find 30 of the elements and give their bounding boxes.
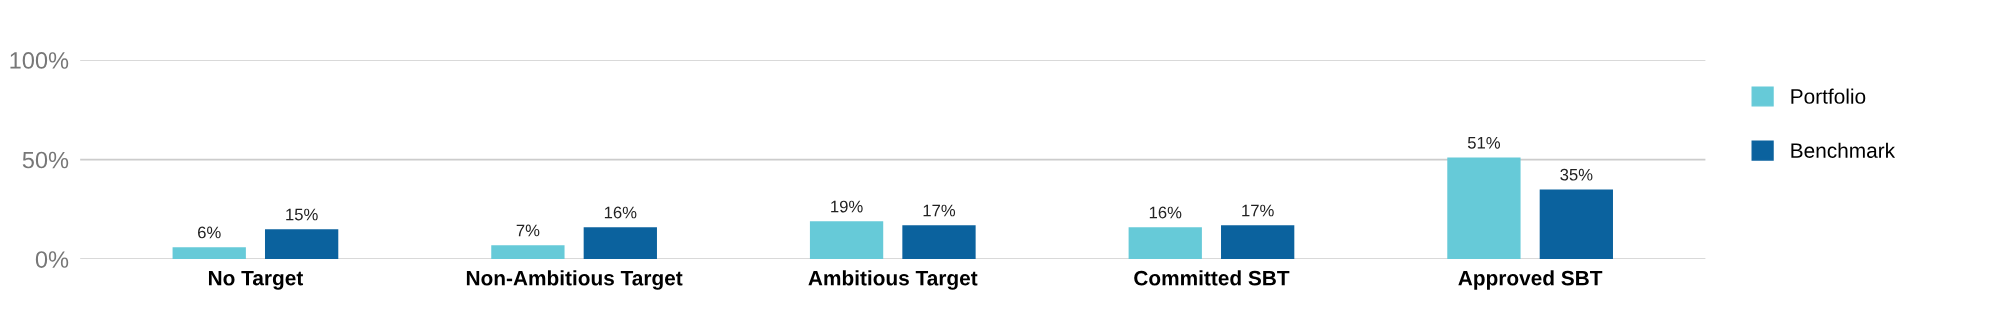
data-label: 35%: [1560, 168, 1593, 181]
data-label: 16%: [1149, 206, 1182, 219]
bar: [902, 225, 976, 260]
x-tick-label: Approved SBT: [1458, 270, 1603, 290]
data-label: 7%: [516, 224, 540, 237]
legend-label: Benchmark: [1791, 142, 1896, 158]
bar: [1447, 157, 1521, 260]
bar: [809, 221, 884, 260]
data-label: 17%: [923, 204, 956, 217]
bar: [583, 227, 657, 260]
x-tick-label: No Target: [208, 270, 304, 290]
data-label: 6%: [198, 226, 221, 239]
bar: [1128, 227, 1202, 260]
bar: [264, 229, 339, 260]
data-label: 19%: [831, 200, 863, 213]
bar: [1539, 189, 1613, 260]
bar: [172, 247, 246, 260]
data-label: 17%: [1242, 204, 1274, 217]
data-label: 15%: [286, 208, 318, 221]
legend-label: Portfolio: [1791, 88, 1866, 104]
y-tick-label: 0%: [35, 251, 69, 268]
data-label: 51%: [1467, 137, 1501, 149]
bar: [491, 245, 565, 260]
x-tick-label: Committed SBT: [1134, 270, 1290, 286]
y-tick-label: 50%: [22, 151, 69, 169]
x-tick-label: Non-Ambitious Target: [466, 270, 683, 290]
y-tick-label: 100%: [10, 52, 69, 69]
bar: [1221, 225, 1295, 260]
x-tick-label: Ambitious Target: [808, 270, 978, 290]
data-label: 16%: [604, 206, 637, 219]
